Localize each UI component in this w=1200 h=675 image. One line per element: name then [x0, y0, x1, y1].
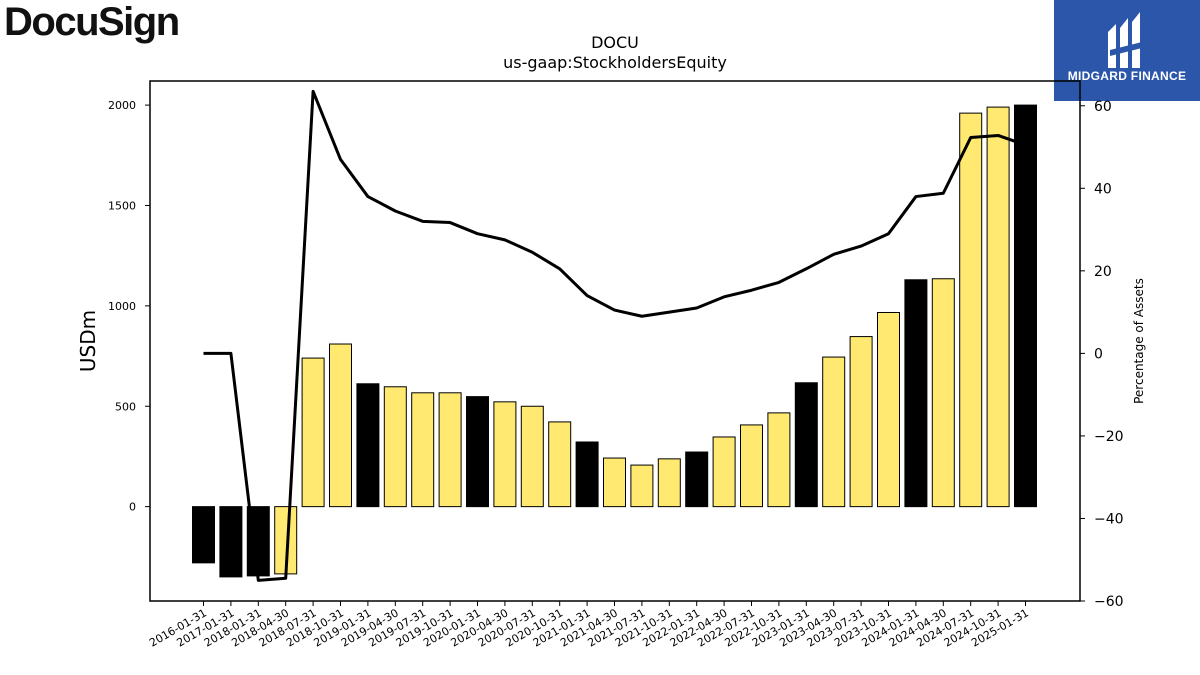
- y-tick-label: 0: [129, 501, 136, 514]
- y2-tick-label: 60: [1094, 99, 1112, 115]
- bar-2023-10-31: [877, 311, 900, 508]
- y-tick-label: 1000: [108, 300, 136, 313]
- bar-2023-04-30: [822, 356, 846, 508]
- bar-2018-07-31: [301, 357, 325, 508]
- chart-title: DOCU: [591, 33, 639, 52]
- bar-2016-01-31: [192, 506, 215, 564]
- midgard-emblem-icon: [1108, 12, 1142, 68]
- bar-2019-07-31: [411, 392, 435, 508]
- bar-2023-07-31: [849, 336, 873, 508]
- bar-2021-07-31: [630, 464, 654, 508]
- bar-2022-10-31: [767, 412, 791, 508]
- percentage-line: [203, 89, 1026, 582]
- y2-axis-label: Percentage of Assets: [1132, 278, 1146, 404]
- midgard-finance-logo: MIDGARD FINANCE: [1054, 0, 1200, 101]
- bar-2021-01-31: [575, 441, 599, 508]
- bar-2024-01-31: [904, 279, 928, 508]
- y-tick-label: 2000: [108, 99, 136, 112]
- y2-tick-label: 20: [1094, 264, 1112, 280]
- y2-tick-label: 40: [1094, 181, 1112, 197]
- bar-2022-07-31: [740, 424, 763, 508]
- y2-tick-label: −40: [1094, 511, 1124, 527]
- bar-2020-04-30: [493, 401, 517, 508]
- bar-2024-04-30: [931, 278, 955, 508]
- bar-2024-10-31: [986, 106, 1010, 508]
- y-axis-label: USDm: [76, 310, 100, 372]
- bar-2017-01-31: [219, 506, 243, 578]
- bar-2022-01-31: [685, 451, 709, 508]
- bar-2025-01-31: [1014, 104, 1037, 508]
- bar-2021-10-31: [657, 458, 681, 508]
- bar-2018-10-31: [329, 343, 352, 508]
- bar-2021-04-30: [603, 457, 626, 508]
- y2-tick-label: −20: [1094, 429, 1124, 445]
- bar-2023-01-31: [794, 382, 818, 508]
- bar-2019-01-31: [356, 383, 380, 508]
- y-tick-label: 500: [115, 400, 136, 413]
- bar-2019-10-31: [438, 392, 462, 508]
- bar-2022-04-30: [712, 436, 736, 508]
- y2-tick-label: 0: [1094, 346, 1103, 362]
- bar-2020-01-31: [466, 396, 489, 508]
- y-tick-label: 1500: [108, 199, 136, 212]
- docusign-logo: DocuSign: [4, 0, 180, 44]
- brand-name: MIDGARD FINANCE: [1067, 69, 1187, 83]
- bar-2024-07-31: [959, 112, 983, 508]
- chart-subtitle: us-gaap:StockholdersEquity: [503, 53, 727, 72]
- bar-2019-04-30: [383, 386, 407, 508]
- bar-2020-07-31: [520, 405, 544, 508]
- y2-tick-label: −60: [1094, 594, 1124, 610]
- bar-2020-10-31: [548, 421, 572, 508]
